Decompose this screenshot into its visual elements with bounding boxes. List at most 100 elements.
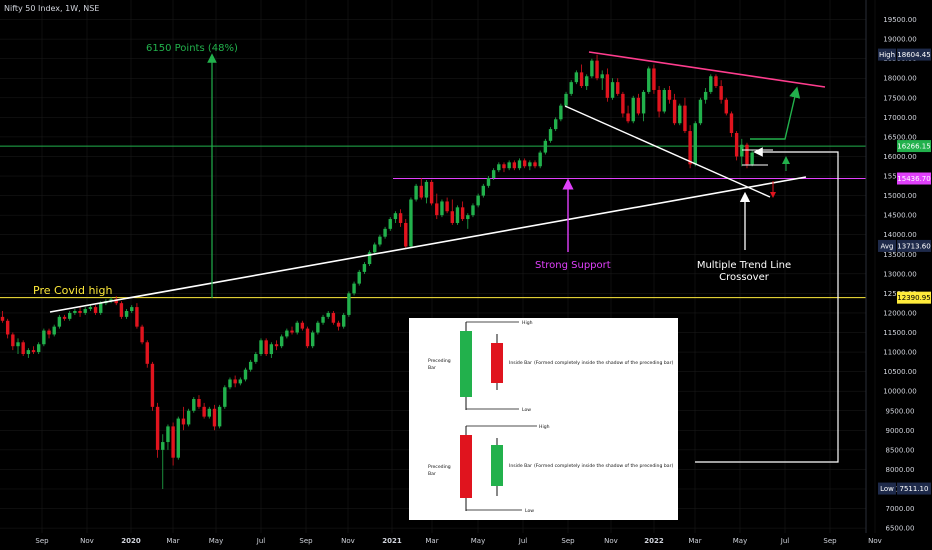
candle-body — [186, 410, 191, 425]
candle — [652, 64, 656, 94]
inset-bottom-low-text: Low — [525, 508, 534, 514]
candle-body — [259, 340, 263, 355]
candle — [207, 406, 211, 419]
price-label-box — [897, 172, 931, 185]
candle-body — [595, 60, 599, 79]
candle — [533, 160, 537, 169]
candle-body — [274, 344, 279, 347]
strong-support-label: Strong Support — [535, 260, 611, 271]
candle — [47, 328, 51, 339]
candle — [719, 80, 723, 104]
candle-body — [616, 82, 620, 94]
candle — [698, 97, 703, 126]
candle-body — [62, 316, 67, 319]
candle-body — [124, 310, 129, 317]
candle — [647, 66, 651, 94]
candle — [212, 404, 217, 431]
candle — [135, 303, 139, 329]
green-price-label: 16266.15 — [897, 140, 931, 153]
candle — [393, 211, 398, 223]
candle-body — [223, 387, 227, 407]
inset-bottom-note-text: (Formed completely inside the shadow of … — [534, 463, 673, 469]
candle-body — [667, 89, 672, 100]
inset-top-note-text: (Formed completely inside the shadow of … — [534, 360, 673, 366]
candle — [729, 111, 734, 137]
candle — [600, 70, 604, 90]
price-label-box — [897, 482, 931, 495]
x-tick-label: May — [733, 537, 747, 545]
candle — [605, 68, 610, 102]
inset-bottom-bar-text: Bar — [428, 471, 436, 477]
candle — [626, 105, 630, 124]
inset-top-preceding-body — [460, 331, 472, 397]
candle — [367, 250, 372, 267]
candle — [42, 328, 46, 347]
candle — [445, 197, 449, 214]
candle-body — [683, 105, 687, 132]
candle-body — [740, 144, 744, 157]
candle — [357, 269, 361, 286]
candle — [88, 305, 93, 311]
x-axis[interactable]: Sep Nov 2020 Mar May Jul Sep Nov 2021 Mar May Jul Se… — [35, 537, 881, 545]
candle-body — [734, 133, 739, 157]
candle — [641, 89, 646, 122]
candle — [429, 179, 434, 206]
candle-body — [647, 68, 651, 92]
candle — [595, 54, 599, 81]
candle — [171, 422, 175, 466]
candle-body — [579, 72, 584, 87]
candle — [450, 199, 454, 225]
candle-body — [161, 442, 165, 450]
candle-body — [538, 152, 542, 167]
candle-body — [414, 185, 418, 200]
x-tick-label: Mar — [166, 537, 179, 545]
candle-body — [290, 330, 294, 333]
candle — [238, 377, 243, 386]
y-tick-label: 6500.00 — [886, 525, 915, 533]
candles — [0, 54, 754, 489]
candle — [740, 138, 744, 167]
candle-body — [398, 213, 403, 223]
candle-body — [610, 82, 615, 98]
price-label-prefix-box — [878, 239, 896, 252]
y-tick-label: 8500.00 — [886, 446, 915, 454]
price-label-box — [897, 291, 931, 304]
candle-body — [362, 264, 367, 272]
inset-top-high-text: High — [522, 320, 533, 326]
candle-body — [88, 307, 93, 310]
candle-body — [373, 244, 377, 253]
price-label-box — [897, 239, 931, 252]
candle-body — [605, 74, 610, 98]
candle-body — [331, 312, 336, 323]
candle — [657, 86, 661, 118]
candle-body — [16, 342, 20, 347]
candle — [161, 434, 165, 489]
candle-body — [202, 406, 206, 417]
candle — [16, 338, 20, 355]
x-tick-label: Sep — [561, 537, 575, 545]
text-annotations: 6150 Points (48%) Pre Covid high Strong … — [33, 43, 791, 297]
candle — [683, 97, 687, 134]
candle — [248, 359, 253, 372]
candle — [5, 318, 10, 339]
y-axis[interactable]: 6500.007000.007500.008000.008500.009000.… — [883, 16, 916, 533]
y-tick-label: 14500.00 — [883, 212, 916, 220]
price-label-value: 12390.95 — [897, 294, 930, 302]
candle-body — [135, 307, 139, 327]
candle-body — [424, 181, 429, 198]
candle — [378, 234, 382, 247]
candle — [130, 305, 134, 313]
x-tick-label: Jul — [780, 537, 790, 545]
avg-label: Avg 13713.60 — [878, 239, 931, 252]
candle-body — [42, 330, 46, 345]
candle-body — [440, 201, 444, 216]
candle — [217, 404, 222, 429]
candle — [678, 103, 682, 126]
candle-body — [553, 119, 558, 130]
candle — [362, 262, 367, 274]
x-tick-label: May — [209, 537, 223, 545]
support-price-label: 15436.70 — [897, 172, 931, 185]
pre-covid-label: Pre Covid high — [33, 284, 112, 297]
candle-body — [636, 97, 641, 114]
